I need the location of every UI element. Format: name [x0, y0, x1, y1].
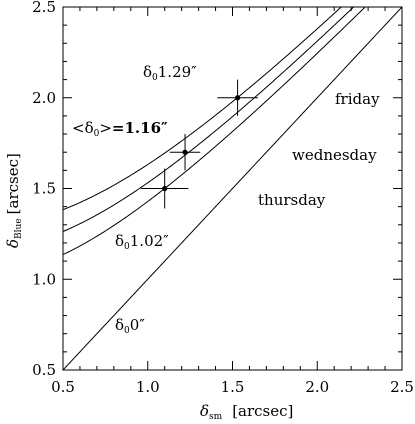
x-axis-unit: [arcsec] [232, 402, 293, 420]
region-label-wednesday: wednesday [292, 146, 377, 164]
curve-delta0-0 [63, 7, 402, 370]
data-point-0 [162, 185, 168, 192]
annotation-value-1.16: =1.16″ [112, 119, 168, 137]
annotation-delta-symbol: δ [115, 232, 124, 250]
annotation-delta-symbol: δ [85, 119, 94, 137]
annotation-sub: 0 [124, 242, 130, 252]
curve-delta0-1.16 [63, 7, 355, 232]
x-tick-label: 1.5 [221, 378, 245, 396]
x-axis-sub: sm [209, 412, 223, 422]
y-tick-label: 2.0 [32, 89, 56, 107]
x-tick-label: 1.0 [136, 378, 160, 396]
y-tick-label: 1.0 [32, 270, 56, 288]
annotation-gt: > [99, 119, 112, 137]
y-axis-symbol: δ [4, 239, 22, 248]
region-label-thursday: thursday [258, 191, 326, 209]
x-tick-label: 2.5 [390, 378, 414, 396]
annotation-delta-symbol: δ [115, 316, 124, 334]
data-point-1 [182, 149, 188, 155]
annotation-lt: < [72, 119, 85, 137]
annotation-delta0-0: δ00″ [115, 316, 145, 336]
annotation-sub: 0 [94, 129, 100, 139]
annotation-value-0: 0″ [130, 316, 146, 334]
y-axis-unit: [arcsec] [4, 153, 22, 214]
curves-group [63, 7, 402, 370]
annotation-value-1.02: 1.02″ [130, 232, 169, 250]
y-tick-label: 0.5 [32, 361, 56, 379]
y-axis-label: δBlue [arcsec] [4, 153, 24, 248]
y-tick-label: 1.5 [32, 180, 56, 198]
x-tick-label: 2.0 [305, 378, 329, 396]
y-tick-label: 2.5 [32, 0, 56, 16]
region-label-friday: friday [335, 90, 380, 108]
annotation-sub: 0 [124, 326, 130, 336]
points-group [140, 79, 258, 209]
ticks-group: 0.5 1.0 1.5 2.0 2.5 0.5 1.0 1.5 2.0 2.5 [32, 0, 414, 396]
y-axis-sub: Blue [14, 218, 24, 239]
data-point-2 [234, 95, 241, 101]
curve-delta0-1.29 [63, 7, 342, 211]
annotation-delta0-1.02: δ01.02″ [115, 232, 169, 252]
annotation-delta-symbol: δ [143, 63, 152, 81]
x-axis-label: δsm [arcsec] [200, 402, 293, 422]
annotation-delta0-1.29: δ01.29″ [143, 63, 197, 83]
annotation-value-1.29: 1.29″ [158, 63, 197, 81]
annotation-mean-delta0-1.16: <δ0>=1.16″ [72, 119, 168, 139]
annotation-sub: 0 [152, 73, 158, 83]
x-axis-symbol: δ [200, 402, 209, 420]
curve-delta0-1.02 [63, 7, 366, 256]
x-tick-label: 0.5 [51, 378, 75, 396]
